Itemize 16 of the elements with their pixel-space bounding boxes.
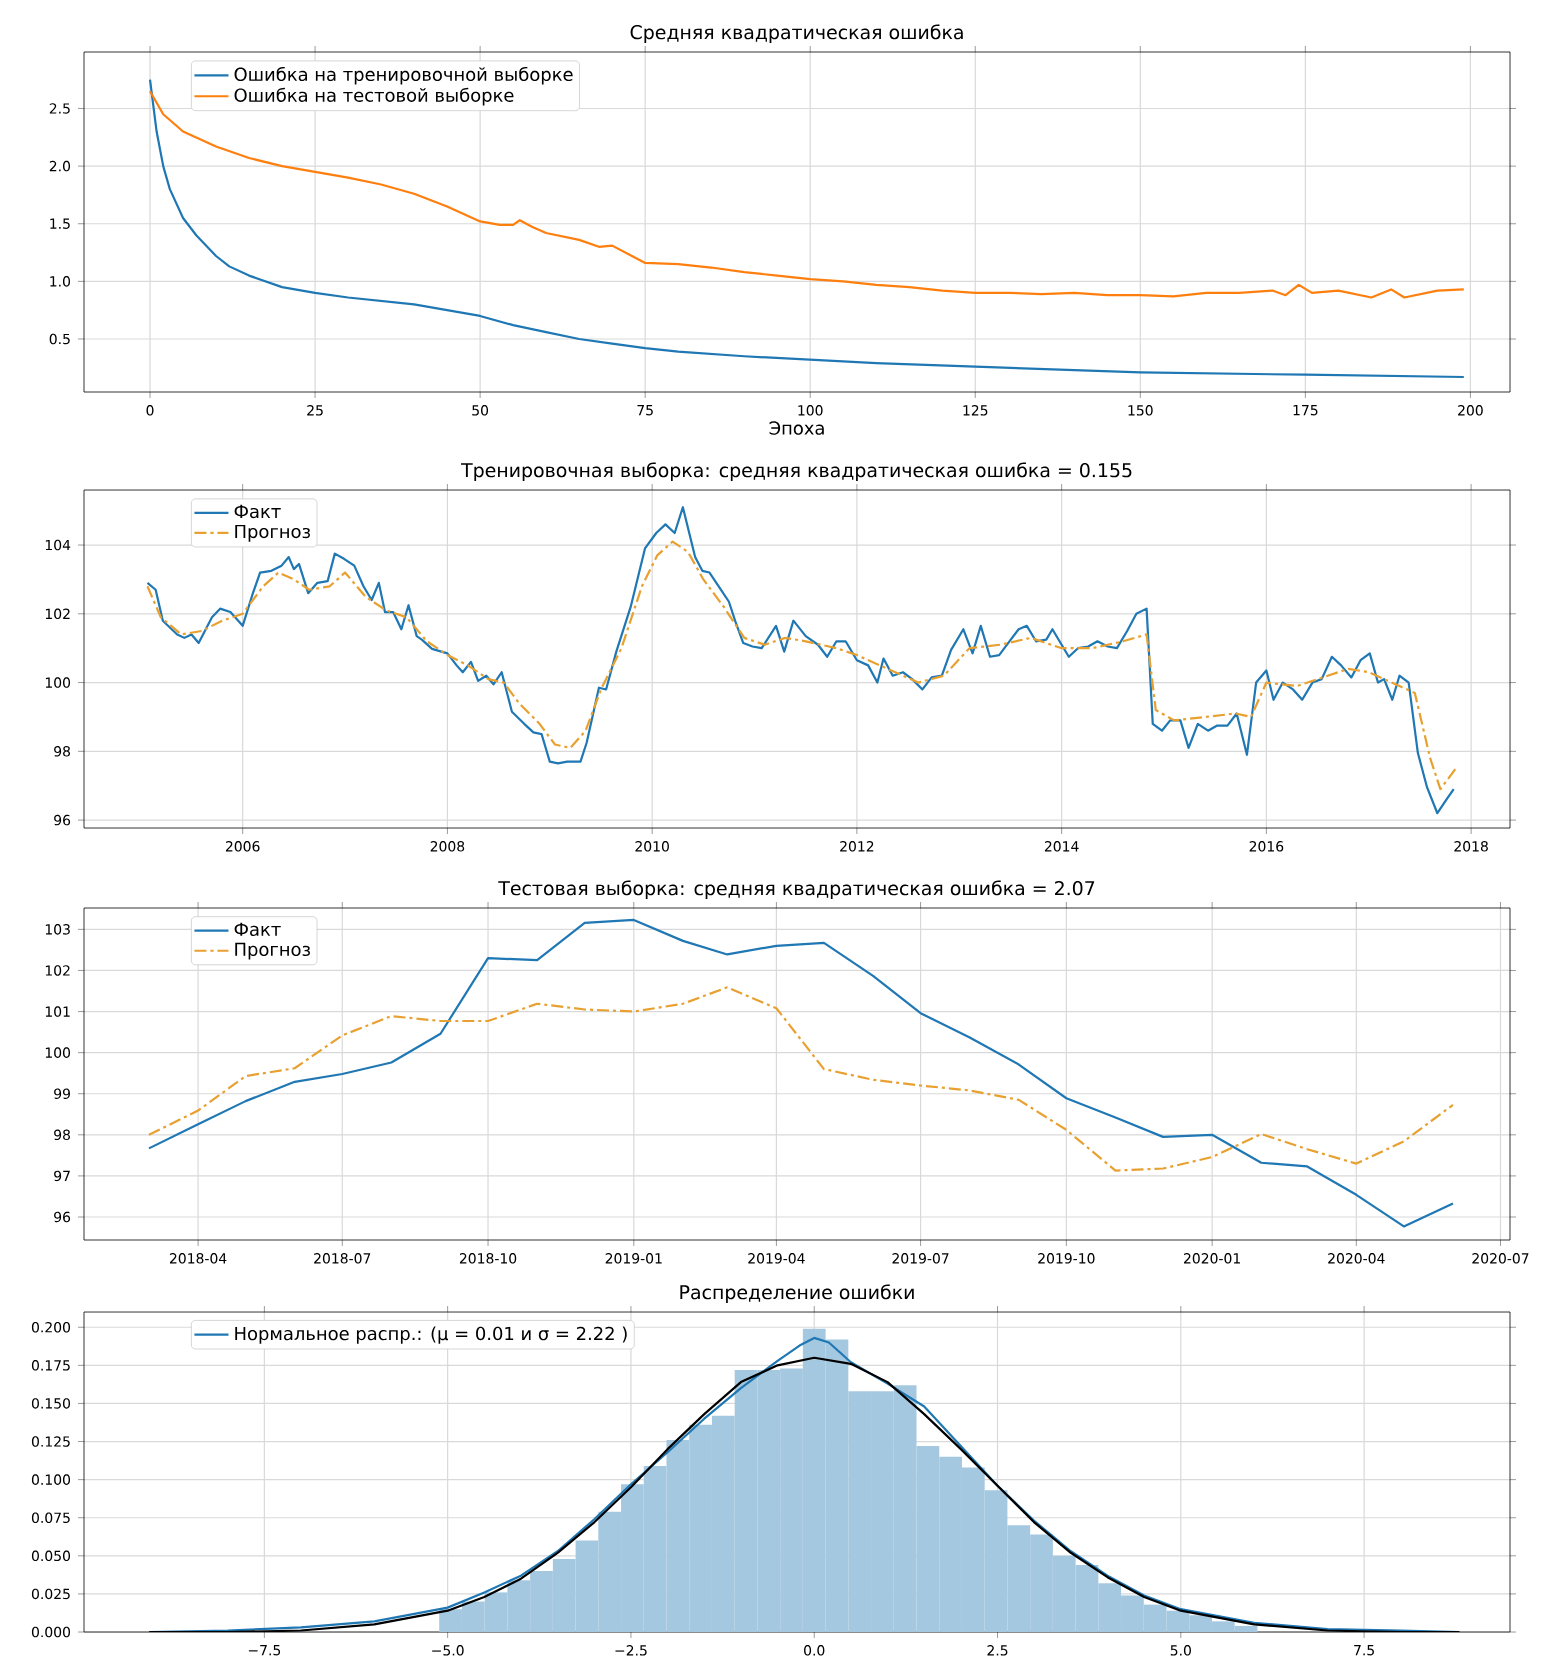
legend-label: Прогноз <box>235 942 310 960</box>
legend-label: Нормальное распр.: (μ = 0.01 и σ = 2.22 ) <box>235 1326 627 1344</box>
legend-label: Факт <box>234 922 281 937</box>
legend-label: Прогноз <box>235 524 310 542</box>
chart-title: Тренировочная выборка: средняя квадратическая ошибка = 0.155 <box>461 462 1132 482</box>
chart-title: Распределение ошибки <box>680 1284 914 1304</box>
legend-label: Факт <box>234 504 281 519</box>
chart-title: Тестовая выборка: средняя квадратическая ошибка = 2.07 <box>498 880 1095 900</box>
legend-label: Ошибка на тренировочной выборке <box>234 66 573 85</box>
legend-label: Ошибка на тестовой выборке <box>234 87 514 106</box>
chart-title: Средняя квадратическая ошибка <box>630 24 963 44</box>
line-series <box>147 986 1455 1172</box>
line-series <box>148 90 1465 299</box>
line-series <box>146 506 1455 815</box>
line-series <box>147 918 1455 1228</box>
x-axis-title: Эпоха <box>769 421 824 435</box>
